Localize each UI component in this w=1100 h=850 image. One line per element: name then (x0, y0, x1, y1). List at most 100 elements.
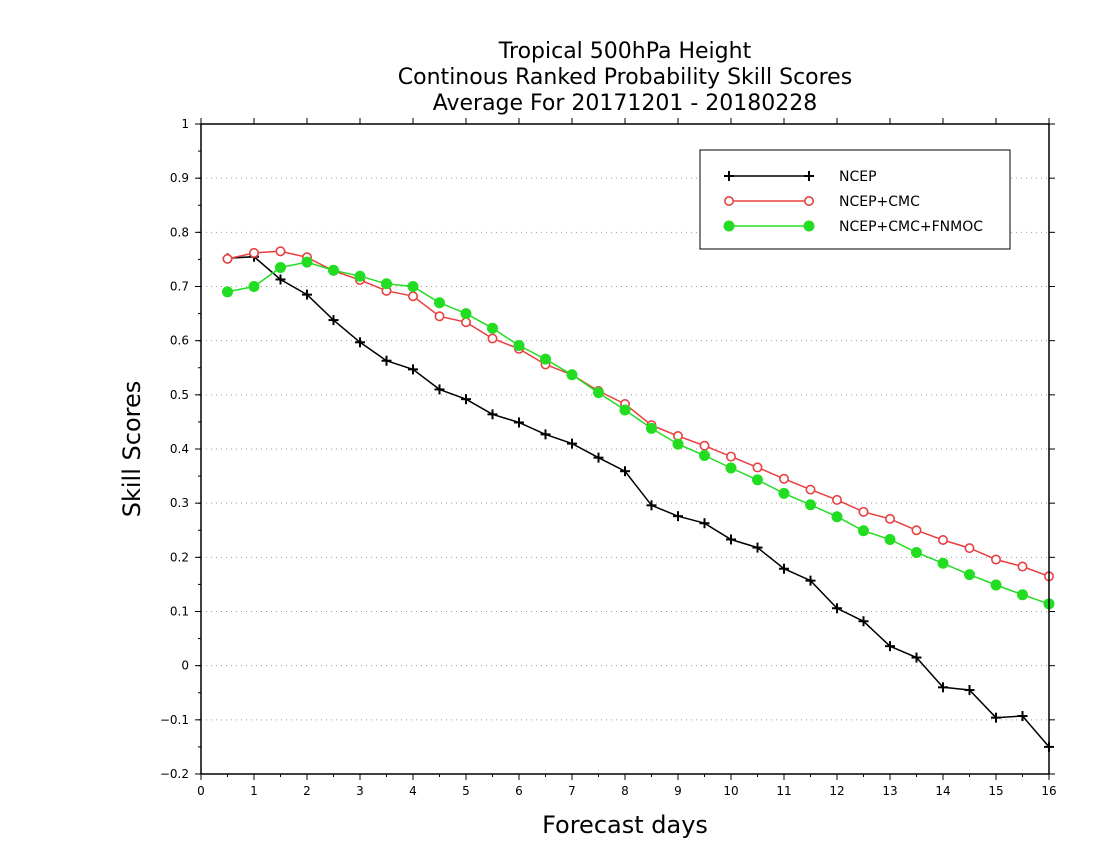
data-point-ncep-cmc-fnmoc (964, 569, 975, 581)
y-tick-label: 0.3 (170, 496, 189, 510)
data-point-ncep-cmc-fnmoc (699, 450, 710, 461)
data-point-ncep-cmc-fnmoc (540, 353, 551, 365)
data-point-ncep (699, 518, 710, 529)
y-tick-label: 0.5 (170, 388, 189, 402)
data-point-ncep-cmc-fnmoc (884, 533, 896, 545)
data-point-ncep-cmc-fnmoc (778, 487, 790, 499)
data-point-ncep (487, 409, 498, 420)
data-point-ncep-cmc-fnmoc (328, 264, 339, 276)
data-point-ncep-cmc (964, 543, 975, 554)
x-tick-label: 2 (303, 784, 311, 798)
data-point-ncep (355, 337, 365, 348)
x-tick-label: 10 (723, 784, 738, 798)
data-point-ncep-cmc (937, 534, 948, 545)
data-point-ncep-cmc-fnmoc (752, 474, 763, 486)
series-group (222, 246, 1055, 752)
data-point-ncep-cmc-fnmoc (858, 525, 869, 537)
series-line-ncep (227, 255, 1050, 748)
data-point-ncep (832, 603, 842, 614)
x-tick-label: 7 (568, 784, 576, 798)
y-tick-label: 0 (181, 659, 189, 673)
data-point-ncep-cmc-fnmoc (222, 286, 233, 298)
data-point-ncep (779, 563, 789, 574)
data-point-ncep-cmc-fnmoc (831, 511, 843, 523)
data-point-ncep-cmc-fnmoc (990, 579, 1002, 591)
y-tick-label: 0.4 (170, 442, 189, 456)
data-point-ncep-cmc (911, 525, 922, 536)
data-point-ncep-cmc (884, 513, 895, 524)
legend-label: NCEP+CMC+FNMOC (839, 219, 983, 235)
legend-item-ncep-cmc: NCEP+CMC (723, 194, 920, 210)
y-tick-label: −0.2 (160, 767, 189, 781)
data-point-ncep-cmc-fnmoc (646, 422, 657, 434)
data-point-ncep-cmc (222, 253, 233, 264)
data-point-ncep-cmc-fnmoc (434, 297, 445, 309)
legend-label: NCEP+CMC (839, 194, 920, 210)
legend-marker (724, 171, 734, 181)
chart-title-line-1: Tropical 500hPa Height (498, 39, 752, 64)
data-point-ncep (434, 384, 445, 395)
data-point-ncep-cmc-fnmoc (805, 499, 816, 511)
x-tick-label: 3 (356, 784, 364, 798)
data-point-ncep-cmc (275, 246, 286, 257)
data-point-ncep-cmc-fnmoc (513, 340, 525, 352)
legend-marker (803, 196, 814, 207)
data-point-ncep-cmc (831, 494, 842, 505)
y-axis-title: Skill Scores (118, 381, 146, 518)
x-tick-label: 0 (197, 784, 205, 798)
data-point-ncep-cmc (1017, 561, 1028, 572)
data-point-ncep (673, 511, 683, 522)
legend-marker (804, 171, 814, 181)
data-point-ncep (964, 685, 975, 696)
x-tick-label: 6 (515, 784, 523, 798)
series-line-ncep-cmc-fnmoc (227, 261, 1050, 605)
y-tick-label: 0.7 (170, 280, 189, 294)
x-tick-label: 15 (988, 784, 1003, 798)
data-point-ncep-cmc (487, 333, 498, 344)
data-point-ncep-cmc (434, 311, 445, 322)
data-point-ncep (911, 652, 922, 663)
legend-box (699, 149, 1011, 250)
data-point-ncep (461, 394, 471, 405)
data-point-ncep (540, 429, 551, 440)
data-point-ncep (938, 682, 948, 693)
series-line-ncep-cmc (227, 250, 1050, 578)
data-point-ncep-cmc-fnmoc (725, 462, 737, 474)
data-point-ncep-cmc (249, 247, 260, 258)
data-point-ncep (381, 355, 392, 366)
data-point-ncep-cmc-fnmoc (566, 369, 578, 381)
data-point-ncep-cmc (990, 554, 1001, 565)
x-tick-label: 12 (829, 784, 844, 798)
y-tick-label: 0.1 (170, 605, 189, 619)
x-tick-label: 4 (409, 784, 417, 798)
data-point-ncep (1017, 711, 1028, 722)
data-point-ncep (991, 712, 1001, 723)
data-point-ncep-cmc (725, 451, 736, 462)
y-tick-label: 0.8 (170, 225, 189, 239)
legend-label: NCEP (839, 169, 877, 185)
data-point-ncep-cmc-fnmoc (248, 281, 260, 292)
x-tick-label: 9 (674, 784, 682, 798)
data-point-ncep (567, 438, 577, 449)
data-point-ncep (885, 641, 895, 652)
legend-marker (803, 220, 815, 232)
data-point-ncep-cmc-fnmoc (301, 256, 313, 268)
series-ncep-cmc-fnmoc (222, 256, 1055, 610)
data-point-ncep-cmc (858, 506, 869, 517)
y-tick-label: 0.2 (170, 550, 189, 564)
data-point-ncep-cmc-fnmoc (911, 546, 922, 558)
y-tick-label: −0.1 (160, 713, 189, 727)
data-point-ncep (593, 452, 604, 463)
data-point-ncep-cmc-fnmoc (407, 281, 419, 292)
legend-marker (723, 196, 734, 207)
x-tick-label: 16 (1041, 784, 1056, 798)
data-point-ncep-cmc-fnmoc (275, 262, 286, 274)
y-tick-label: 0.9 (170, 171, 189, 185)
data-point-ncep-cmc (752, 462, 763, 473)
data-point-ncep-cmc (407, 291, 418, 302)
data-point-ncep-cmc-fnmoc (354, 270, 366, 282)
x-tick-label: 1 (250, 784, 258, 798)
data-point-ncep-cmc-fnmoc (593, 387, 604, 399)
data-point-ncep (514, 417, 524, 428)
